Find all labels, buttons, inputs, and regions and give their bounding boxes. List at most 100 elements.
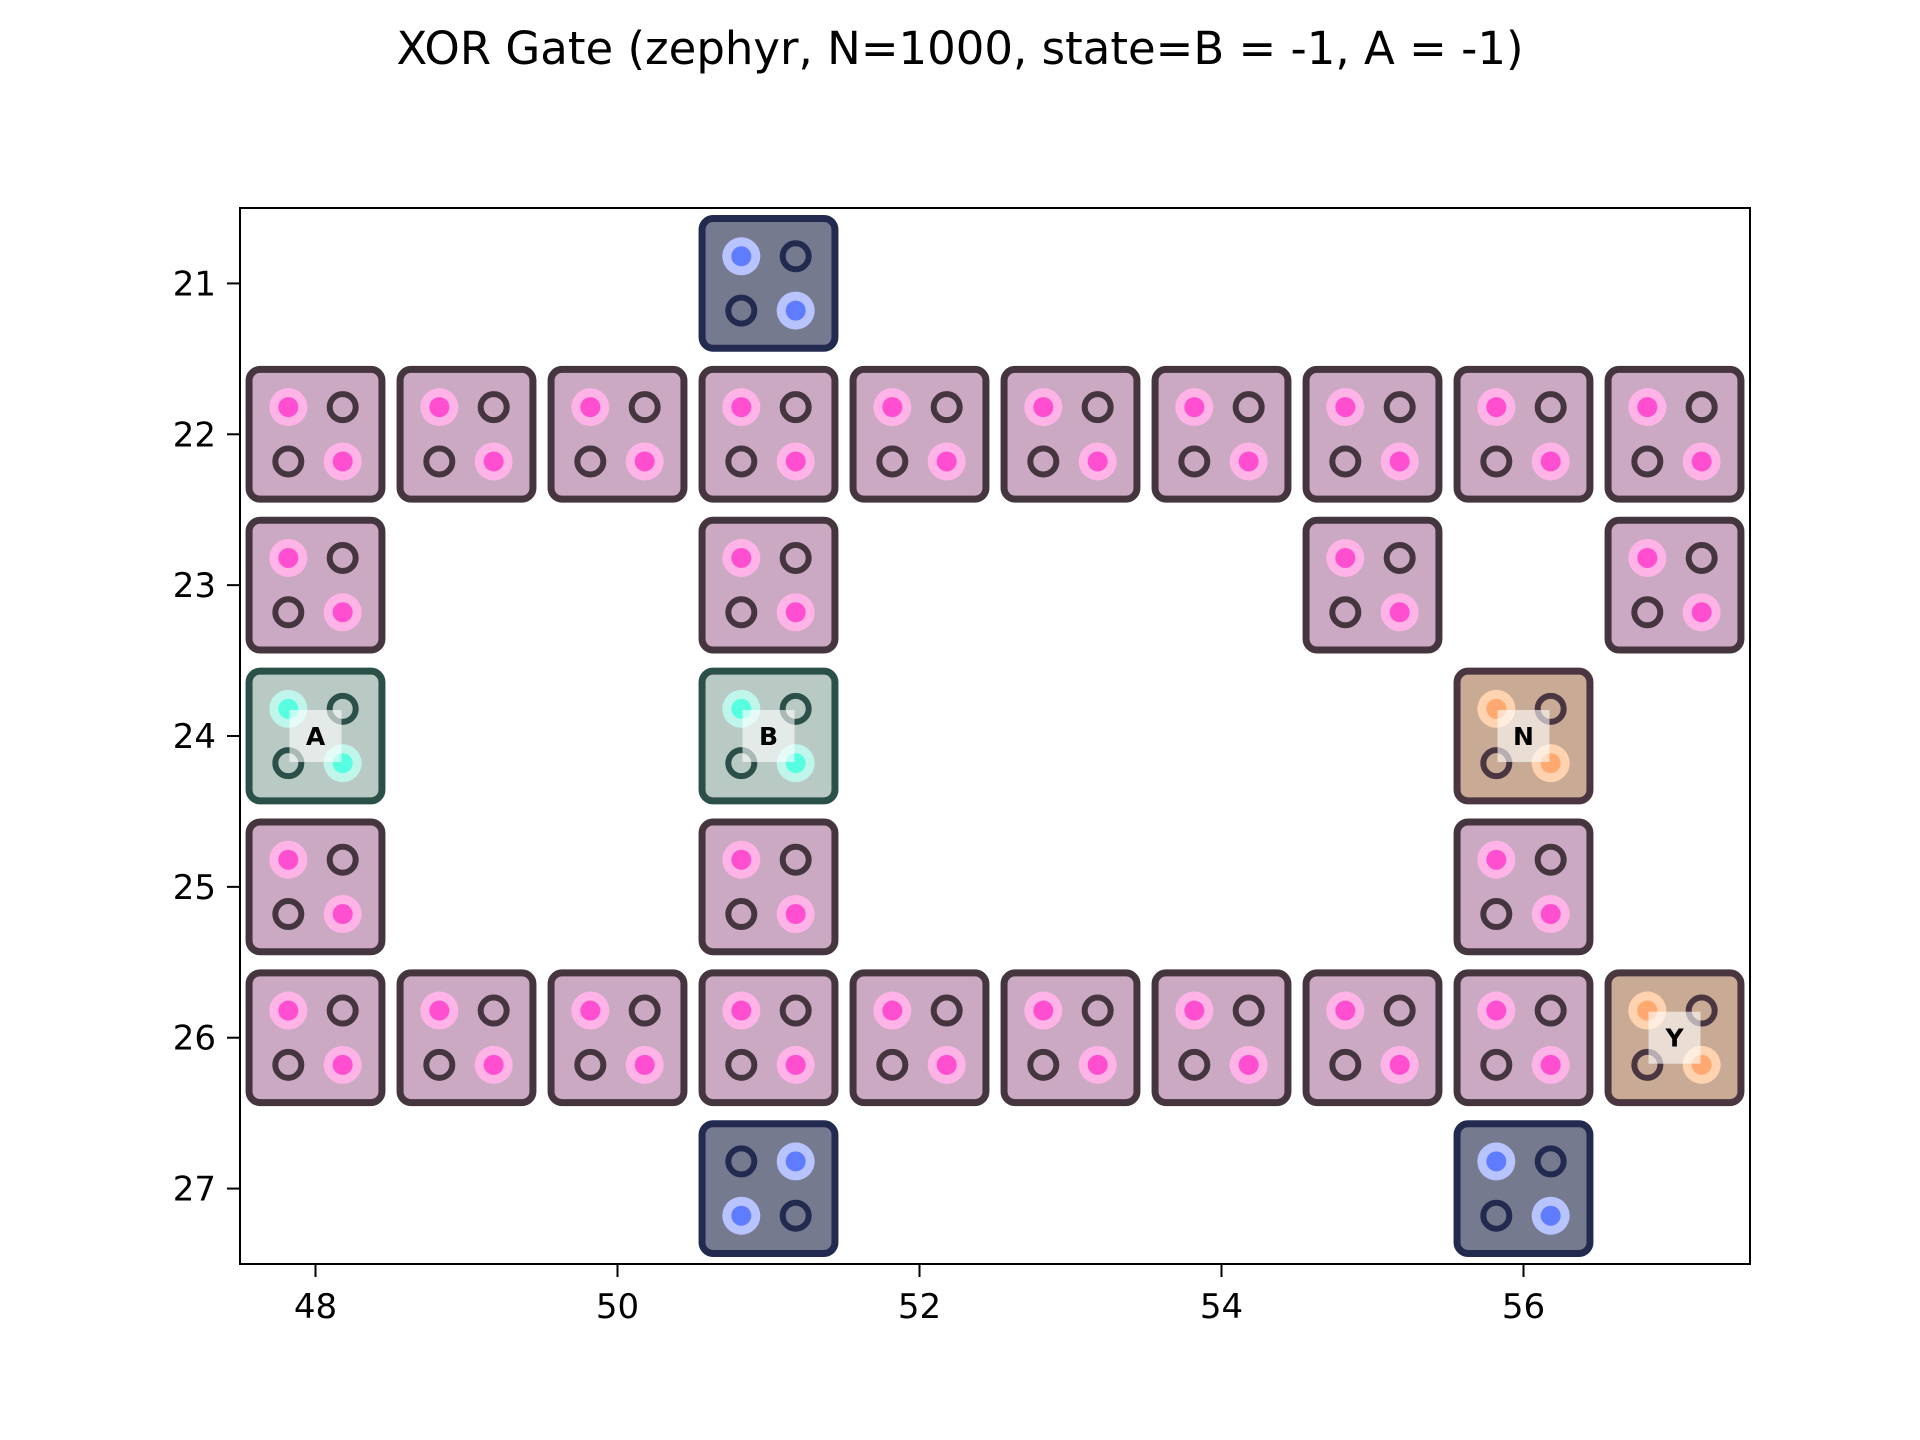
- qubit-inactive-ring: [1534, 692, 1567, 725]
- qubit-inactive-ring: [725, 294, 758, 327]
- cell-wire: [1151, 365, 1292, 503]
- cell-box: [1151, 365, 1292, 503]
- qubit-active-dot: [731, 246, 752, 267]
- cell-box: [245, 969, 386, 1107]
- cell-wire: [396, 969, 537, 1107]
- cell-wire: [1151, 969, 1292, 1107]
- qubit-inactive-ring: [574, 1048, 607, 1081]
- cell-box: [396, 365, 537, 503]
- cell-anchor: [1453, 1120, 1594, 1257]
- cell-wire: [245, 365, 386, 503]
- qubit-active-dot: [1540, 904, 1561, 925]
- qubit-inactive-ring: [628, 994, 661, 1027]
- cell-box: [698, 969, 839, 1107]
- cell-wire: [245, 969, 386, 1107]
- qubit-inactive-ring: [326, 994, 359, 1027]
- y-tick-label: 27: [173, 1170, 216, 1210]
- cell-label: A: [306, 722, 326, 751]
- qubit-inactive-ring: [574, 445, 607, 478]
- qubit-inactive-ring: [779, 541, 812, 574]
- cell-wire: [1604, 516, 1745, 654]
- cell-box: [245, 516, 386, 654]
- qubit-inactive-ring: [1232, 994, 1265, 1027]
- qubit-inactive-ring: [1027, 1048, 1060, 1081]
- cell-wire: [1302, 516, 1443, 654]
- cell-wire: [1302, 969, 1443, 1107]
- qubit-active-dot: [332, 602, 353, 623]
- qubit-active-dot: [483, 451, 504, 472]
- qubit-inactive-ring: [477, 391, 510, 424]
- qubit-inactive-ring: [1631, 1048, 1664, 1081]
- qubit-inactive-ring: [1329, 445, 1362, 478]
- qubit-active-dot: [1691, 451, 1712, 472]
- qubit-active-dot: [1540, 451, 1561, 472]
- qubit-active-dot: [1238, 1054, 1259, 1075]
- qubit-active-dot: [785, 1151, 806, 1172]
- cell-wire: [1604, 365, 1745, 503]
- qubit-inactive-ring: [725, 898, 758, 931]
- cell-anchor: [698, 1120, 839, 1257]
- qubit-active-dot: [1486, 397, 1507, 418]
- cell-box: [698, 818, 839, 956]
- qubit-active-dot: [785, 904, 806, 925]
- qubit-inactive-ring: [1178, 445, 1211, 478]
- y-tick-label: 24: [173, 717, 216, 757]
- cell-input: A: [245, 667, 386, 805]
- cell-wire: [698, 365, 839, 503]
- qubit-active-dot: [1691, 602, 1712, 623]
- cell-wire: [698, 516, 839, 654]
- qubit-active-dot: [785, 602, 806, 623]
- qubit-active-dot: [882, 1000, 903, 1021]
- qubit-active-dot: [1540, 1054, 1561, 1075]
- cell-wire: [547, 365, 688, 503]
- cell-wire: [245, 818, 386, 956]
- qubit-inactive-ring: [272, 596, 305, 629]
- cell-box: [698, 215, 839, 352]
- qubit-inactive-ring: [779, 692, 812, 725]
- cell-wire: [849, 365, 990, 503]
- cell-input: B: [698, 667, 839, 805]
- qubit-active-dot: [936, 451, 957, 472]
- qubit-inactive-ring: [477, 994, 510, 1027]
- qubit-active-dot: [882, 397, 903, 418]
- qubit-inactive-ring: [1480, 1199, 1513, 1232]
- qubit-active-dot: [1184, 397, 1205, 418]
- qubit-active-dot: [1637, 547, 1658, 568]
- cell-box: [245, 818, 386, 956]
- qubit-inactive-ring: [930, 994, 963, 1027]
- qubit-inactive-ring: [1329, 1048, 1362, 1081]
- cell-wire: [849, 969, 990, 1107]
- qubit-inactive-ring: [1383, 391, 1416, 424]
- qubit-inactive-ring: [1383, 541, 1416, 574]
- qubit-active-dot: [731, 397, 752, 418]
- qubit-inactive-ring: [779, 240, 812, 273]
- cell-label: N: [1513, 722, 1534, 751]
- qubit-active-dot: [1389, 1054, 1410, 1075]
- cell-box: [849, 969, 990, 1107]
- qubit-active-dot: [278, 1000, 299, 1021]
- qubit-active-dot: [1335, 1000, 1356, 1021]
- y-tick-label: 21: [173, 264, 216, 304]
- cell-label: B: [759, 722, 778, 751]
- qubit-inactive-ring: [1534, 843, 1567, 876]
- qubit-inactive-ring: [725, 445, 758, 478]
- qubit-inactive-ring: [1081, 994, 1114, 1027]
- qubit-inactive-ring: [1480, 898, 1513, 931]
- qubit-inactive-ring: [326, 692, 359, 725]
- qubit-inactive-ring: [725, 1145, 758, 1178]
- cell-wire: [547, 969, 688, 1107]
- qubit-active-dot: [1033, 397, 1054, 418]
- qubit-active-dot: [1087, 451, 1108, 472]
- qubit-active-dot: [278, 397, 299, 418]
- cell-box: [1453, 365, 1594, 503]
- qubit-active-dot: [483, 1054, 504, 1075]
- qubit-inactive-ring: [876, 1048, 909, 1081]
- qubit-active-dot: [1238, 451, 1259, 472]
- cell-wire: [698, 969, 839, 1107]
- cell-box: [1604, 365, 1745, 503]
- chart-title: XOR Gate (zephyr, N=1000, state=B = -1, …: [396, 22, 1524, 75]
- cell-label-bg: [1497, 710, 1550, 762]
- cell-box: [1151, 969, 1292, 1107]
- qubit-inactive-ring: [1631, 445, 1664, 478]
